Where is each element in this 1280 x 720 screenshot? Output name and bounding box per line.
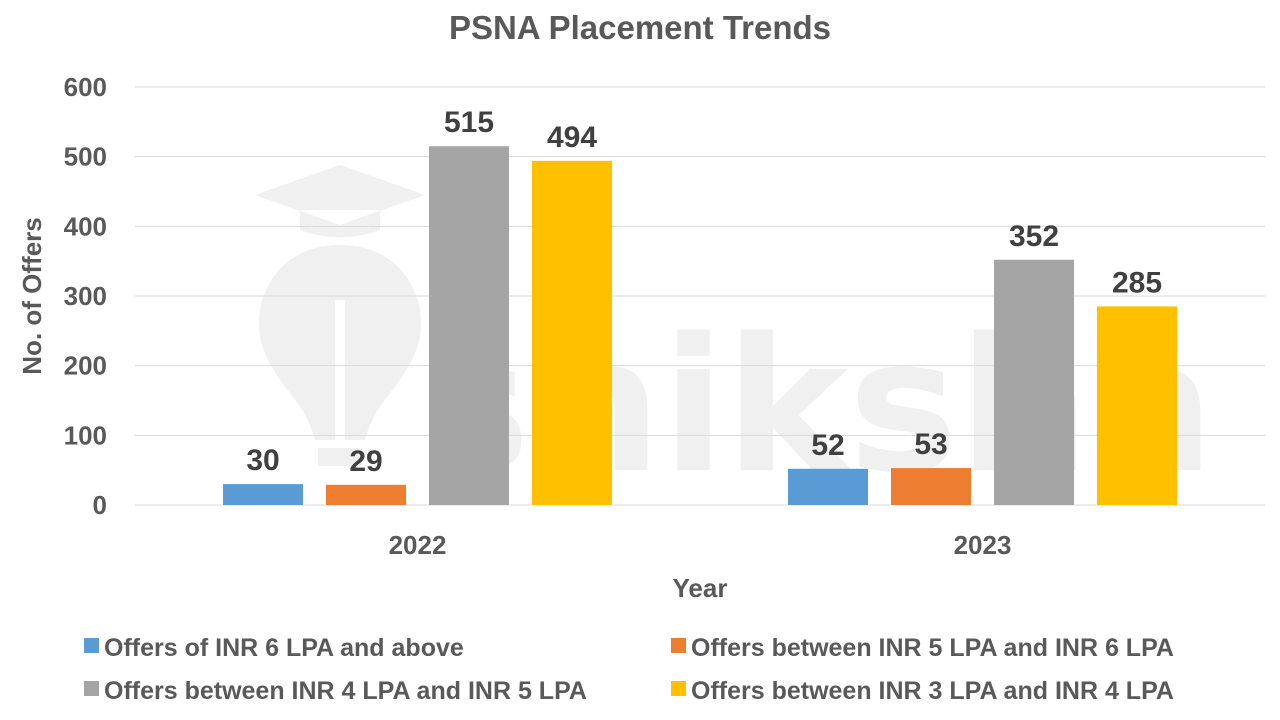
x-axis-title: Year — [673, 573, 728, 603]
y-tick-label: 0 — [93, 490, 107, 520]
y-tick-label: 300 — [64, 281, 107, 311]
legend-swatch — [671, 638, 686, 653]
data-label: 285 — [1112, 266, 1162, 299]
bar — [532, 160, 612, 505]
bar — [1097, 306, 1177, 505]
data-label: 29 — [349, 445, 382, 478]
legend-swatch — [671, 681, 686, 696]
bar — [994, 259, 1074, 505]
legend-label: Offers between INR 5 LPA and INR 6 LPA — [691, 634, 1174, 662]
data-label: 53 — [914, 428, 947, 461]
bar — [788, 468, 868, 505]
data-label: 30 — [246, 444, 279, 477]
data-label: 52 — [811, 429, 844, 462]
bar — [429, 146, 509, 505]
chart-title: PSNA Placement Trends — [449, 9, 831, 46]
bar — [891, 468, 971, 505]
legend-swatch — [84, 638, 99, 653]
graduation-cap-bulb-icon — [255, 165, 425, 466]
data-label: 515 — [444, 106, 494, 139]
y-tick-label: 400 — [64, 211, 107, 241]
data-label: 494 — [547, 121, 597, 154]
data-label: 352 — [1009, 220, 1059, 253]
legend-label: Offers between INR 3 LPA and INR 4 LPA — [691, 677, 1174, 705]
bar — [223, 484, 303, 505]
y-tick-label: 100 — [64, 420, 107, 450]
y-axis-title: No. of Offers — [17, 217, 47, 374]
bar — [326, 484, 406, 505]
legend-label: Offers of INR 6 LPA and above — [104, 634, 464, 662]
legend-label: Offers between INR 4 LPA and INR 5 LPA — [104, 677, 587, 705]
y-tick-label: 500 — [64, 142, 107, 172]
legend-swatch — [84, 681, 99, 696]
y-tick-label: 600 — [64, 72, 107, 102]
x-tick-label: 2023 — [954, 530, 1012, 560]
x-tick-label: 2022 — [389, 530, 447, 560]
y-tick-label: 200 — [64, 351, 107, 381]
